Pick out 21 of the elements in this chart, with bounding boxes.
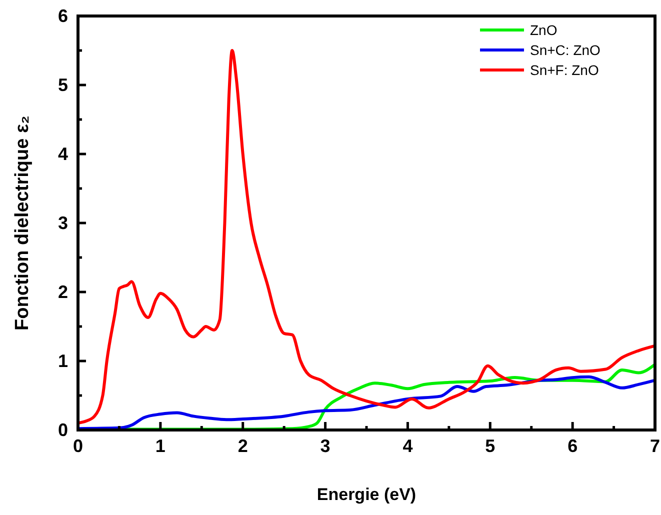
y-tick-label: 6 [58, 6, 68, 26]
legend-label: ZnO [530, 22, 558, 38]
y-tick-label: 5 [58, 75, 68, 95]
y-tick-label: 0 [58, 420, 68, 440]
x-tick-label: 3 [320, 436, 330, 456]
x-tick-label: 5 [485, 436, 496, 456]
y-tick-label: 2 [58, 282, 68, 302]
y-tick-label: 3 [58, 213, 68, 233]
x-tick-label: 1 [155, 436, 166, 456]
x-tick-label: 6 [568, 436, 578, 456]
y-axis-title: Fonction dielectrique ε₂ [12, 116, 33, 330]
x-axis-title: Energie (eV) [316, 485, 416, 504]
legend-label: Sn+C: ZnO [530, 42, 601, 58]
x-tick-label: 4 [402, 436, 413, 456]
x-tick-label: 0 [72, 436, 84, 456]
y-tick-label: 4 [58, 144, 68, 164]
line-series [76, 375, 656, 430]
legend-label: Sn+F: ZnO [530, 62, 599, 78]
x-tick-label: 2 [238, 436, 248, 456]
x-tick-label: 7 [650, 436, 660, 456]
y-tick-label: 1 [58, 351, 68, 371]
